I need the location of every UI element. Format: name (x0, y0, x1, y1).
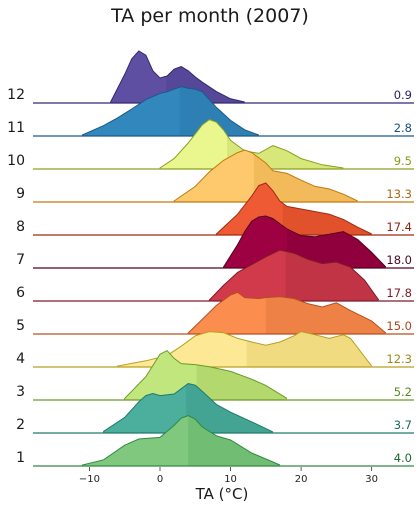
ridge-outline-8 (215, 182, 372, 235)
ridge-month-12: 12 0.9 (7, 50, 414, 104)
mean-label-6: 17.8 (386, 286, 412, 300)
month-label-7: 7 (16, 252, 25, 268)
ridge-outline-7 (223, 215, 387, 268)
month-label-9: 9 (16, 186, 25, 202)
month-label-8: 8 (16, 219, 25, 235)
x-tick-label: 30 (365, 474, 378, 485)
x-tick-label: 0 (157, 474, 163, 485)
ridge-outline-9 (173, 149, 358, 202)
ridge-area-9 (33, 150, 414, 202)
ridge-area-10 (33, 119, 414, 169)
month-label-5: 5 (16, 318, 25, 334)
ridge-area-1 (33, 415, 414, 466)
mean-label-3: 5.2 (394, 385, 412, 399)
mean-label-11: 2.8 (394, 121, 412, 135)
ridge-area-3 (33, 350, 414, 400)
ridge-outline-6 (208, 249, 380, 301)
ridge-outline-10 (159, 119, 344, 169)
ridge-outline-1 (81, 415, 281, 466)
mean-label-10: 9.5 (394, 154, 412, 168)
ridge-area-5 (33, 292, 414, 334)
ridge-area-4 (33, 331, 414, 367)
ridge-area-12 (33, 51, 414, 103)
month-label-2: 2 (16, 417, 25, 433)
x-axis: −10 0 10 20 30 (79, 467, 378, 485)
ridge-outline-2 (103, 383, 274, 433)
ridge-area-8 (33, 183, 414, 235)
mean-label-9: 13.3 (386, 187, 412, 201)
mean-label-12: 0.9 (394, 88, 412, 102)
month-label-12: 12 (7, 87, 25, 103)
ridge-outline-5 (187, 291, 387, 334)
ridge-outline-3 (124, 349, 288, 400)
ridge-area-7 (33, 216, 414, 268)
month-label-3: 3 (16, 384, 25, 400)
x-tick-label: 20 (295, 474, 308, 485)
ridge-outline-12 (110, 50, 245, 103)
mean-label-1: 4.0 (394, 451, 412, 465)
month-label-1: 1 (16, 450, 25, 466)
mean-label-5: 15.0 (386, 319, 412, 333)
month-label-4: 4 (16, 351, 25, 367)
ridge-area-11 (33, 86, 414, 136)
mean-label-8: 17.4 (386, 220, 412, 234)
ridge-area-2 (33, 383, 414, 433)
ridges-group: 12 0.911 2.810 9.59 13.38 17.47 18.06 17.85 15.0… (7, 50, 414, 467)
month-label-10: 10 (7, 153, 25, 169)
ridge-outline-11 (81, 86, 259, 136)
month-label-6: 6 (16, 285, 25, 301)
mean-label-2: 3.7 (394, 418, 412, 432)
mean-label-7: 18.0 (386, 253, 412, 267)
x-tick-label: −10 (79, 474, 100, 485)
chart-title: TA per month (2007) (110, 5, 309, 27)
ridge-month-10: 10 9.5 (7, 119, 414, 170)
month-label-11: 11 (7, 120, 25, 136)
x-axis-label: TA (°C) (195, 485, 249, 503)
x-tick-label: 10 (224, 474, 237, 485)
ridge-month-7: 7 18.0 (16, 215, 414, 269)
mean-label-4: 12.3 (386, 352, 412, 366)
